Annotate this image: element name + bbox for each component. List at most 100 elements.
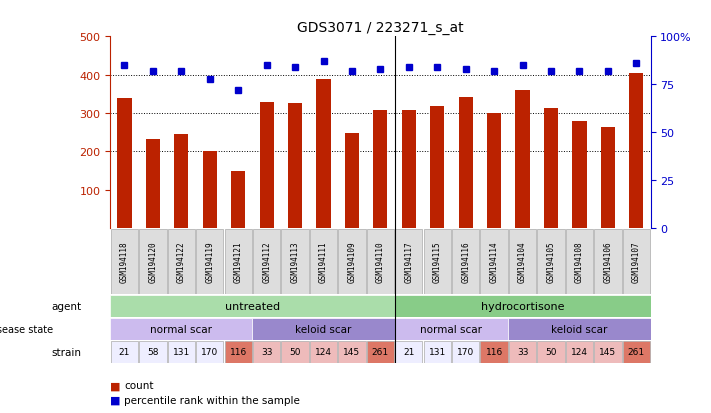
Text: 261: 261 [372,347,389,356]
FancyBboxPatch shape [338,341,365,363]
Text: 145: 145 [343,347,360,356]
FancyBboxPatch shape [538,341,565,363]
Text: 33: 33 [261,347,272,356]
Text: GSM194109: GSM194109 [348,241,356,282]
FancyBboxPatch shape [338,230,365,294]
Text: 21: 21 [403,347,415,356]
FancyBboxPatch shape [481,230,508,294]
FancyBboxPatch shape [168,230,195,294]
Text: ■: ■ [110,380,121,390]
FancyBboxPatch shape [282,230,309,294]
FancyBboxPatch shape [538,230,565,294]
FancyBboxPatch shape [508,318,651,340]
Text: GSM194118: GSM194118 [120,241,129,282]
Title: GDS3071 / 223271_s_at: GDS3071 / 223271_s_at [297,21,464,35]
Bar [203,152,217,229]
FancyBboxPatch shape [253,230,280,294]
FancyBboxPatch shape [395,230,422,294]
Bar [402,111,416,229]
Text: count: count [124,380,154,390]
FancyBboxPatch shape [395,341,422,363]
FancyBboxPatch shape [452,230,479,294]
Text: GSM194104: GSM194104 [518,241,527,282]
Text: GSM194112: GSM194112 [262,241,271,282]
Text: normal scar: normal scar [420,324,483,334]
Text: 131: 131 [173,347,190,356]
Text: GSM194122: GSM194122 [177,241,186,282]
Text: GSM194106: GSM194106 [604,241,612,282]
Bar [544,109,558,229]
Text: 131: 131 [429,347,446,356]
Bar [629,74,643,229]
Text: GSM194110: GSM194110 [376,241,385,282]
Bar [146,140,160,229]
Text: percentile rank within the sample: percentile rank within the sample [124,395,300,405]
FancyBboxPatch shape [367,341,394,363]
FancyBboxPatch shape [509,341,536,363]
Text: GSM194108: GSM194108 [575,241,584,282]
Bar [316,80,331,229]
Text: 170: 170 [457,347,474,356]
Text: 124: 124 [315,347,332,356]
FancyBboxPatch shape [111,230,138,294]
FancyBboxPatch shape [282,341,309,363]
Text: GSM194113: GSM194113 [291,241,299,282]
Bar [459,98,473,229]
Text: ■: ■ [110,395,121,405]
FancyBboxPatch shape [252,318,395,340]
Text: 58: 58 [147,347,159,356]
FancyBboxPatch shape [395,318,508,340]
Text: 50: 50 [289,347,301,356]
Text: untreated: untreated [225,301,280,311]
Bar [601,128,615,229]
FancyBboxPatch shape [395,295,651,317]
FancyBboxPatch shape [110,295,395,317]
Bar [117,98,132,229]
FancyBboxPatch shape [111,341,138,363]
FancyBboxPatch shape [110,318,252,340]
Bar [515,91,530,229]
Text: hydrocortisone: hydrocortisone [481,301,565,311]
Text: 145: 145 [599,347,616,356]
FancyBboxPatch shape [424,230,451,294]
Text: 124: 124 [571,347,588,356]
Text: GSM194107: GSM194107 [632,241,641,282]
FancyBboxPatch shape [225,341,252,363]
Text: strain: strain [52,347,82,357]
Text: GSM194119: GSM194119 [205,241,214,282]
Text: GSM194121: GSM194121 [234,241,242,282]
Text: normal scar: normal scar [150,324,213,334]
Bar [260,102,274,229]
FancyBboxPatch shape [509,230,536,294]
Text: agent: agent [52,301,82,311]
Text: 116: 116 [486,347,503,356]
Text: GSM194120: GSM194120 [149,241,157,282]
FancyBboxPatch shape [367,230,394,294]
Text: GSM194117: GSM194117 [405,241,413,282]
Text: keloid scar: keloid scar [295,324,352,334]
Bar [487,114,501,229]
FancyBboxPatch shape [225,230,252,294]
Text: disease state: disease state [0,324,53,334]
Text: GSM194115: GSM194115 [433,241,442,282]
FancyBboxPatch shape [594,230,621,294]
FancyBboxPatch shape [566,341,593,363]
FancyBboxPatch shape [452,341,479,363]
FancyBboxPatch shape [566,230,593,294]
Bar [373,111,387,229]
FancyBboxPatch shape [310,341,337,363]
FancyBboxPatch shape [196,341,223,363]
FancyBboxPatch shape [139,230,166,294]
FancyBboxPatch shape [481,341,508,363]
FancyBboxPatch shape [623,341,650,363]
Text: 170: 170 [201,347,218,356]
Text: 21: 21 [119,347,130,356]
Bar [231,172,245,229]
Text: keloid scar: keloid scar [551,324,608,334]
Text: 116: 116 [230,347,247,356]
Bar [572,121,587,229]
Bar [174,135,188,229]
FancyBboxPatch shape [424,341,451,363]
Text: GSM194114: GSM194114 [490,241,498,282]
Bar [430,107,444,229]
